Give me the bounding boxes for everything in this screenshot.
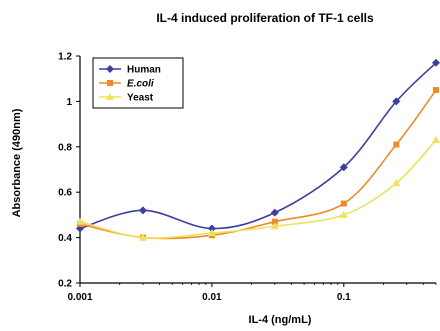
y-tick-label: 0.6 [58,188,72,199]
axes: 0.2 0.4 0.6 0.8 1 1.2 0.001 0.01 0.1 [58,52,437,303]
data-point-e-coli [340,200,347,207]
x-tick-label: 0.1 [337,292,351,303]
y-tick-label: 0.8 [58,142,72,153]
legend-marker-e-coli [107,80,113,86]
x-tick-label: 0.001 [67,292,92,303]
legend-label-human: Human [127,65,161,76]
legend-label-e-coli: E.coli [127,79,154,90]
data-point-human [270,208,279,217]
data-point-yeast [76,217,84,225]
series-line-e-coli [79,89,437,240]
series-yeast [76,135,440,241]
data-point-e-coli [271,218,278,225]
data-point-yeast [270,222,279,230]
legend-label-yeast: Yeast [127,93,154,104]
data-point-human [339,163,348,172]
x-axis-label: IL-4 (ng/mL) [249,314,312,326]
data-point-yeast [432,135,440,143]
data-point-e-coli [433,87,439,94]
data-point-e-coli [393,141,400,148]
series-human [76,58,440,233]
data-point-human [138,206,147,215]
series-line-yeast [79,139,437,239]
legend: Human E.coli Yeast [92,57,184,109]
y-tick-label: 1.2 [58,52,72,63]
x-tick-label: 0.01 [202,292,222,303]
y-tick-label: 0.2 [58,279,72,290]
series-layer [76,58,440,241]
data-point-yeast [138,233,147,241]
legend-marker-human [106,65,114,73]
data-point-yeast [207,229,216,237]
data-point-yeast [392,179,401,187]
legend-marker-yeast [106,93,114,100]
data-point-human [432,58,440,67]
data-point-human [392,97,401,106]
y-axis-label: Absorbance (490nm) [11,108,23,217]
chart-title: IL-4 induced proliferation of TF-1 cells [156,11,374,25]
data-point-yeast [339,210,348,218]
y-tick-label: 0.4 [58,233,72,244]
y-tick-label: 1 [66,97,72,108]
data-point-human [207,224,216,233]
series-e-coli [77,87,439,241]
